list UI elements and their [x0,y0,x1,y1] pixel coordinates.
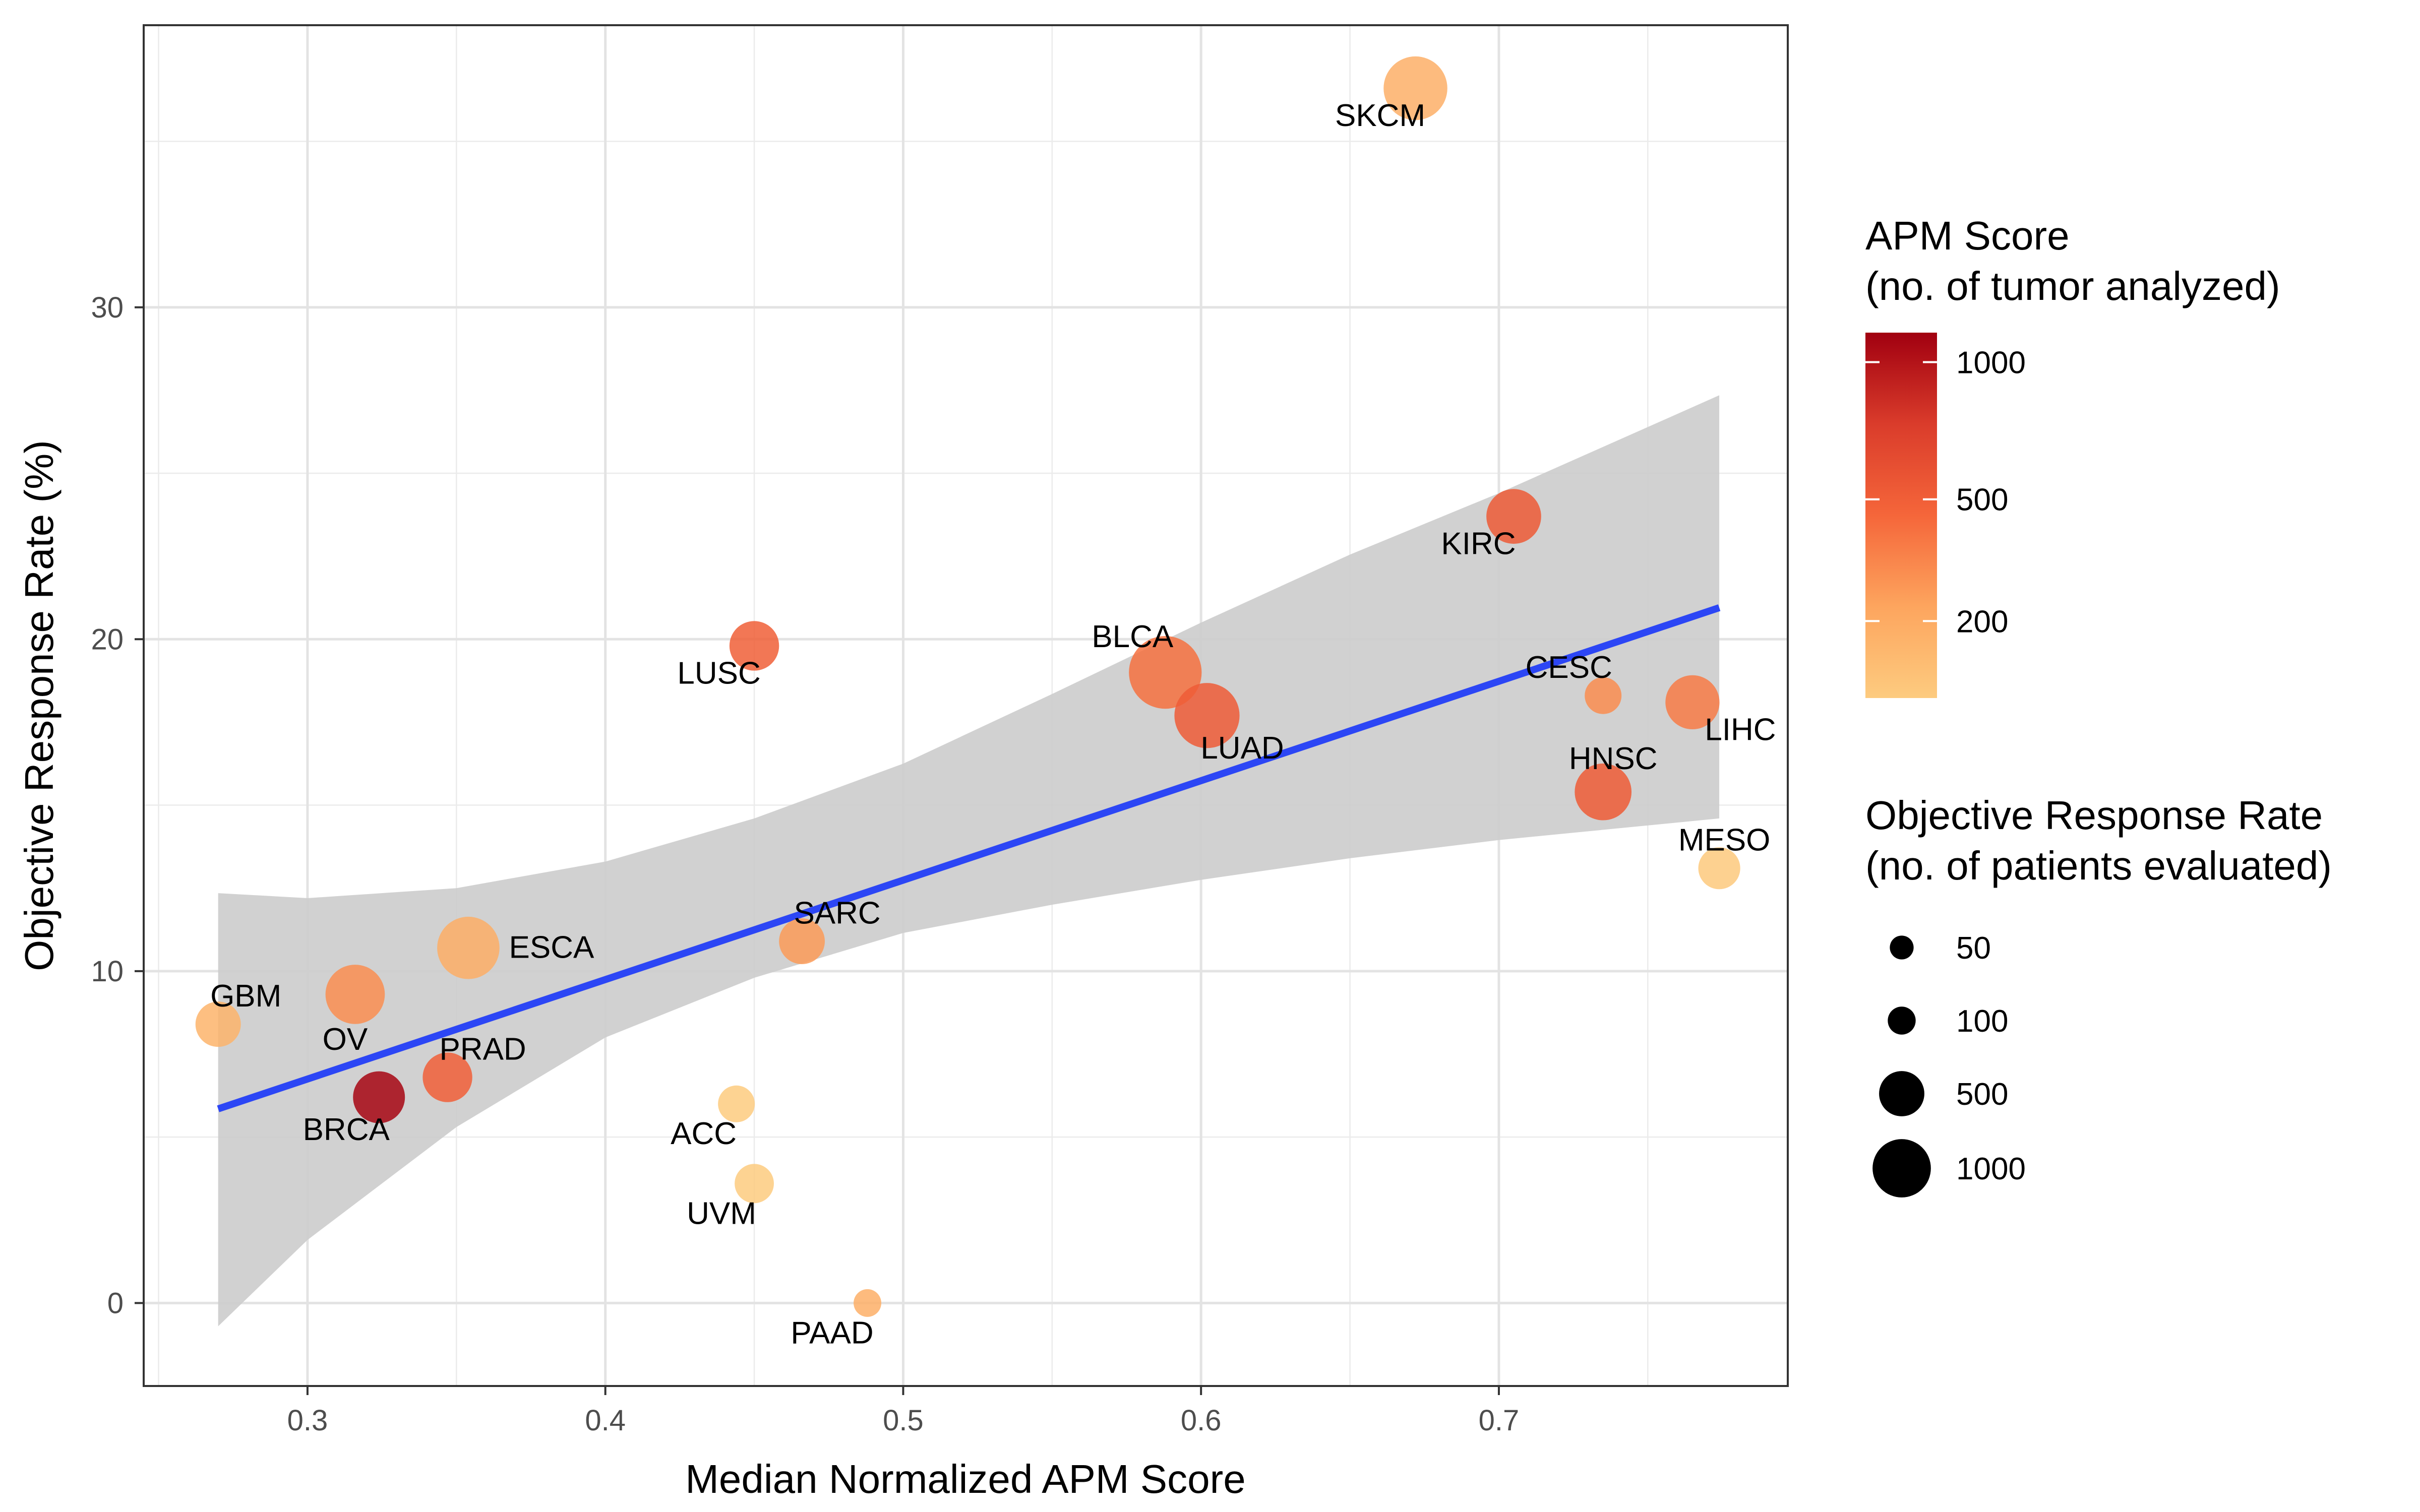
point-label-blca: BLCA [1092,619,1174,654]
data-point-paad [854,1289,882,1317]
point-label-luad: LUAD [1200,731,1284,766]
x-axis-title: Median Normalized APM Score [685,1457,1246,1501]
trend-line-layer [217,604,1721,1112]
point-label-gbm: GBM [210,979,281,1014]
data-point-lusc [729,621,779,671]
point-label-prad: PRAD [439,1032,526,1067]
trend-line [217,604,1721,1112]
point-label-ov: OV [323,1022,368,1057]
x-tick-label: 0.5 [883,1404,924,1437]
size-legend-key-1000 [1872,1139,1931,1198]
point-label-uvm: UVM [687,1196,756,1231]
size-legend-title-line1: Objective Response Rate [1865,793,2323,838]
data-point-cesc [1585,677,1622,714]
size-legend-key-50 [1890,935,1914,960]
data-point-uvm [735,1164,774,1204]
point-label-cesc: CESC [1526,650,1612,685]
data-point-sarc [779,918,825,964]
size-legend-title-line2: (no. of patients evaluated) [1865,843,2332,888]
colorbar-tick-label: 200 [1956,604,2008,639]
colorbar [1865,333,1937,698]
x-tick-label: 0.4 [585,1404,626,1437]
size-legend-label: 50 [1956,931,1991,966]
point-label-brca: BRCA [303,1112,390,1147]
size-legend-label: 100 [1956,1004,2008,1039]
point-label-hnsc: HNSC [1569,741,1658,776]
x-tick-label: 0.7 [1479,1404,1520,1437]
y-tick-label: 10 [91,955,124,988]
colorbar-tick-label: 1000 [1956,346,2026,381]
size-legend-label: 500 [1956,1077,2008,1112]
data-point-kirc [1486,489,1541,544]
plot-border [143,24,1789,1387]
size-legend-key-100 [1888,1006,1916,1035]
size-legend-label: 1000 [1956,1152,2026,1186]
color-legend: APM Score (no. of tumor analyzed) 1000 50… [1865,213,2280,698]
data-point-luad [1174,683,1240,748]
colorbar-ticks: 1000 500 200 [1865,346,2026,639]
size-legend-keys: 50 100 500 1000 [1872,931,2026,1198]
point-label-lihc: LIHC [1705,712,1776,747]
size-legend-key-500 [1879,1071,1924,1116]
x-tick-label: 0.3 [287,1404,328,1437]
x-tick-label: 0.6 [1181,1404,1222,1437]
data-point-blca [1129,636,1202,709]
y-tick-label: 30 [91,291,124,324]
point-label-skcm: SKCM [1335,98,1425,133]
data-point-gbm [195,1001,241,1047]
x-axis: 0.3 0.4 0.5 0.6 0.7 [287,1386,1520,1437]
colorbar-tick-label: 500 [1956,483,2008,518]
data-point-acc [718,1085,755,1122]
data-point-meso [1698,847,1740,890]
data-point-hnsc [1575,763,1632,821]
y-axis: 0 10 20 30 [91,291,144,1319]
point-label-lusc: LUSC [677,656,760,690]
color-legend-title-line1: APM Score [1865,213,2070,258]
point-label-kirc: KIRC [1441,527,1516,561]
point-labels-layer: SKCM KIRC LUSC BLCA LUAD CESC LIHC HNSC MESO SARC… [210,98,1776,1350]
point-label-esca: ESCA [509,930,594,965]
y-axis-title: Objective Response Rate (%) [17,440,62,971]
y-tick-label: 0 [107,1287,124,1319]
data-point-prad [422,1052,472,1102]
data-point-lihc [1665,675,1720,730]
points-layer [195,56,1740,1317]
point-label-meso: MESO [1678,823,1771,858]
size-legend: Objective Response Rate (no. of patients… [1865,793,2332,1198]
point-label-acc: ACC [671,1116,737,1151]
data-point-brca [353,1071,405,1123]
y-tick-label: 20 [91,623,124,656]
point-label-sarc: SARC [794,896,880,931]
color-legend-title-line2: (no. of tumor analyzed) [1865,264,2280,308]
data-point-esca [437,916,500,979]
data-point-ov [325,965,385,1024]
point-label-paad: PAAD [791,1315,873,1350]
data-point-skcm [1383,56,1447,120]
